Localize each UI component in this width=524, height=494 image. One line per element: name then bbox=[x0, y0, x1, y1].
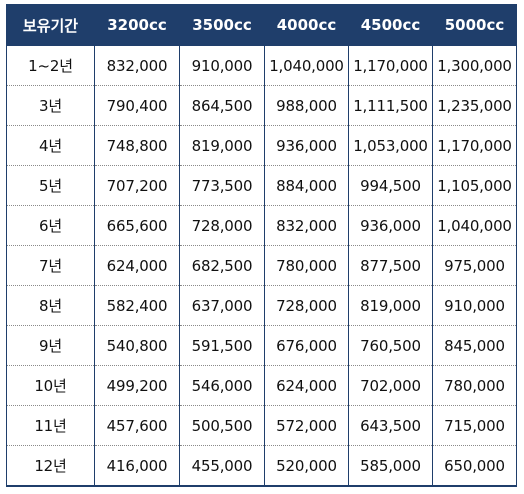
cell-3500cc: 910,000 bbox=[179, 45, 265, 86]
cell-4000cc: 988,000 bbox=[264, 85, 349, 126]
cell-3500cc: 637,000 bbox=[179, 285, 265, 326]
cell-5000cc: 1,235,000 bbox=[432, 85, 517, 126]
table-row: 12년 416,000 455,000 520,000 585,000 650,000 bbox=[6, 445, 517, 487]
cell-4500cc: 1,170,000 bbox=[348, 45, 433, 86]
table-header-row: 보유기간 3200cc 3500cc 4000cc 4500cc 5000cc bbox=[6, 4, 517, 46]
cell-4000cc: 780,000 bbox=[264, 245, 349, 286]
cell-4500cc: 1,111,500 bbox=[348, 85, 433, 126]
cell-3500cc: 591,500 bbox=[179, 325, 265, 366]
cell-5000cc: 1,040,000 bbox=[432, 205, 517, 246]
cell-3500cc: 682,500 bbox=[179, 245, 265, 286]
table-row: 7년 624,000 682,500 780,000 877,500 975,000 bbox=[6, 245, 517, 286]
cell-period: 12년 bbox=[6, 445, 95, 487]
cell-period: 11년 bbox=[6, 405, 95, 446]
cell-3500cc: 819,000 bbox=[179, 125, 265, 166]
cell-4000cc: 572,000 bbox=[264, 405, 349, 446]
cell-5000cc: 1,300,000 bbox=[432, 45, 517, 86]
cell-3200cc: 540,800 bbox=[94, 325, 180, 366]
header-4000cc: 4000cc bbox=[264, 4, 349, 46]
table-row: 10년 499,200 546,000 624,000 702,000 780,000 bbox=[6, 365, 517, 406]
cell-period: 9년 bbox=[6, 325, 95, 366]
cell-4500cc: 877,500 bbox=[348, 245, 433, 286]
cell-3200cc: 416,000 bbox=[94, 445, 180, 487]
cell-period: 7년 bbox=[6, 245, 95, 286]
cell-3200cc: 499,200 bbox=[94, 365, 180, 406]
cell-4500cc: 585,000 bbox=[348, 445, 433, 487]
cell-4000cc: 936,000 bbox=[264, 125, 349, 166]
cell-5000cc: 1,105,000 bbox=[432, 165, 517, 206]
cell-3200cc: 790,400 bbox=[94, 85, 180, 126]
cell-period: 3년 bbox=[6, 85, 95, 126]
tax-by-displacement-table: 보유기간 3200cc 3500cc 4000cc 4500cc 5000cc … bbox=[6, 4, 517, 487]
cell-period: 6년 bbox=[6, 205, 95, 246]
header-holding-period: 보유기간 bbox=[6, 4, 95, 46]
table-row: 8년 582,400 637,000 728,000 819,000 910,000 bbox=[6, 285, 517, 326]
cell-3500cc: 864,500 bbox=[179, 85, 265, 126]
cell-4500cc: 819,000 bbox=[348, 285, 433, 326]
cell-4000cc: 624,000 bbox=[264, 365, 349, 406]
header-5000cc: 5000cc bbox=[432, 4, 517, 46]
cell-5000cc: 715,000 bbox=[432, 405, 517, 446]
cell-4500cc: 760,500 bbox=[348, 325, 433, 366]
cell-3500cc: 773,500 bbox=[179, 165, 265, 206]
cell-5000cc: 1,170,000 bbox=[432, 125, 517, 166]
cell-3500cc: 455,000 bbox=[179, 445, 265, 487]
table-row: 9년 540,800 591,500 676,000 760,500 845,000 bbox=[6, 325, 517, 366]
cell-5000cc: 650,000 bbox=[432, 445, 517, 487]
header-3500cc: 3500cc bbox=[179, 4, 265, 46]
cell-3200cc: 748,800 bbox=[94, 125, 180, 166]
table-row: 5년 707,200 773,500 884,000 994,500 1,105,000 bbox=[6, 165, 517, 206]
cell-period: 10년 bbox=[6, 365, 95, 406]
cell-4000cc: 676,000 bbox=[264, 325, 349, 366]
cell-3200cc: 582,400 bbox=[94, 285, 180, 326]
cell-3200cc: 832,000 bbox=[94, 45, 180, 86]
cell-5000cc: 910,000 bbox=[432, 285, 517, 326]
cell-4000cc: 884,000 bbox=[264, 165, 349, 206]
cell-3200cc: 457,600 bbox=[94, 405, 180, 446]
cell-period: 1~2년 bbox=[6, 45, 95, 86]
table-body: 1~2년 832,000 910,000 1,040,000 1,170,000 1,30… bbox=[6, 45, 517, 487]
cell-4500cc: 702,000 bbox=[348, 365, 433, 406]
header-4500cc: 4500cc bbox=[348, 4, 433, 46]
table-row: 1~2년 832,000 910,000 1,040,000 1,170,000 1,30… bbox=[6, 45, 517, 86]
cell-4500cc: 643,500 bbox=[348, 405, 433, 446]
cell-period: 4년 bbox=[6, 125, 95, 166]
cell-4500cc: 936,000 bbox=[348, 205, 433, 246]
cell-4500cc: 994,500 bbox=[348, 165, 433, 206]
cell-3200cc: 624,000 bbox=[94, 245, 180, 286]
cell-3200cc: 665,600 bbox=[94, 205, 180, 246]
cell-4000cc: 832,000 bbox=[264, 205, 349, 246]
cell-5000cc: 845,000 bbox=[432, 325, 517, 366]
cell-5000cc: 975,000 bbox=[432, 245, 517, 286]
cell-5000cc: 780,000 bbox=[432, 365, 517, 406]
cell-3500cc: 546,000 bbox=[179, 365, 265, 406]
table-row: 3년 790,400 864,500 988,000 1,111,500 1,235,00… bbox=[6, 85, 517, 126]
cell-period: 5년 bbox=[6, 165, 95, 206]
table-row: 11년 457,600 500,500 572,000 643,500 715,000 bbox=[6, 405, 517, 446]
cell-4500cc: 1,053,000 bbox=[348, 125, 433, 166]
cell-4000cc: 520,000 bbox=[264, 445, 349, 487]
table-row: 6년 665,600 728,000 832,000 936,000 1,040,000 bbox=[6, 205, 517, 246]
cell-period: 8년 bbox=[6, 285, 95, 326]
cell-3500cc: 500,500 bbox=[179, 405, 265, 446]
cell-4000cc: 1,040,000 bbox=[264, 45, 349, 86]
table-row: 4년 748,800 819,000 936,000 1,053,000 1,170,00… bbox=[6, 125, 517, 166]
cell-4000cc: 728,000 bbox=[264, 285, 349, 326]
cell-3200cc: 707,200 bbox=[94, 165, 180, 206]
cell-3500cc: 728,000 bbox=[179, 205, 265, 246]
tax-table-container: 보유기간 3200cc 3500cc 4000cc 4500cc 5000cc … bbox=[6, 4, 517, 487]
header-3200cc: 3200cc bbox=[94, 4, 180, 46]
